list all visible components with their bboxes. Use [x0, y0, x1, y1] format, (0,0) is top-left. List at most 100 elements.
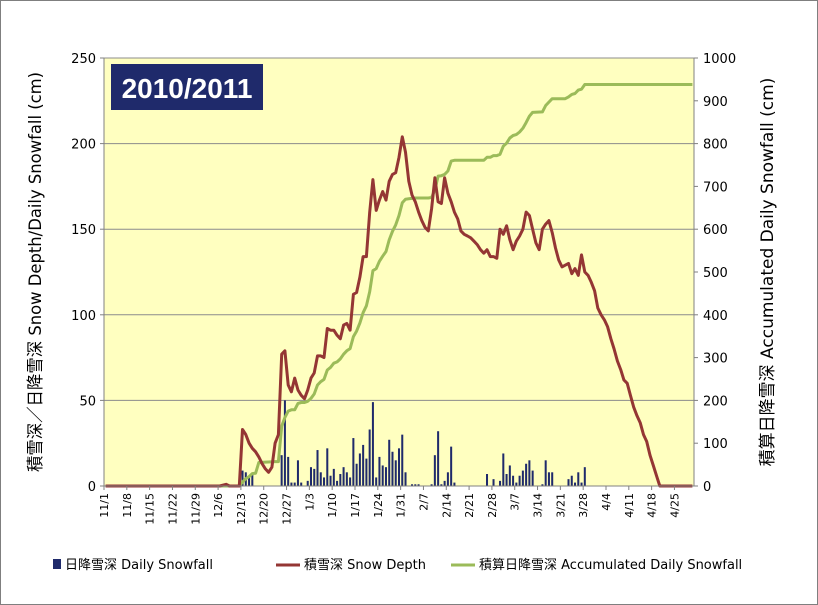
daily-snowfall-bar [300, 482, 303, 486]
daily-snowfall-bar [296, 460, 299, 486]
x-tick-label: 11/29 [189, 493, 202, 525]
daily-snowfall-bar [437, 431, 440, 486]
daily-snowfall-bar [280, 455, 283, 486]
daily-snowfall-bar [570, 475, 573, 486]
daily-snowfall-bar [567, 479, 570, 486]
daily-snowfall-bar [505, 474, 508, 486]
x-tick-label: 1/3 [303, 493, 316, 511]
legend: 日降雪深 Daily Snowfall 積雪深 Snow Depth 積算日降雪深 … [53, 558, 742, 573]
daily-snowfall-bar [551, 472, 554, 486]
daily-snowfall-bar [319, 472, 322, 486]
daily-snowfall-bar [388, 439, 391, 486]
x-tick-label: 12/13 [235, 493, 248, 525]
legend-label: 積雪深 Snow Depth [304, 558, 426, 573]
x-tick-label: 11/1 [98, 493, 111, 518]
daily-snowfall-bar [577, 472, 580, 486]
y2-axis-label: 積算日降雪深 Accumulated Daily Snowfall (cm) [758, 78, 778, 467]
daily-snowfall-bar [574, 482, 577, 486]
daily-snowfall-bar [355, 463, 358, 486]
daily-snowfall-bar [332, 468, 335, 486]
y-tick-label: 50 [79, 394, 96, 409]
y-tick-label: 0 [88, 480, 96, 495]
daily-snowfall-bar [531, 470, 534, 486]
daily-snowfall-bar [326, 448, 329, 486]
daily-snowfall-bar [440, 484, 443, 486]
daily-snowfall-bar [313, 468, 316, 486]
x-tick-label: 2/28 [486, 493, 499, 518]
x-tick-label: 2/14 [440, 493, 453, 518]
legend-label: 日降雪深 Daily Snowfall [65, 558, 213, 573]
daily-snowfall-bar [450, 446, 453, 486]
daily-snowfall-bar [414, 484, 417, 486]
x-tick-label: 11/22 [167, 493, 180, 525]
daily-snowfall-bar [528, 460, 531, 486]
x-tick-label: 12/20 [258, 493, 271, 525]
x-tick-label: 4/11 [623, 493, 636, 518]
daily-snowfall-bar [287, 456, 290, 486]
daily-snowfall-bar [502, 453, 505, 486]
daily-snowfall-bar [580, 482, 583, 486]
x-tick-label: 12/6 [212, 493, 225, 518]
daily-snowfall-bar [290, 482, 293, 486]
x-tick-label: 4/25 [668, 493, 681, 518]
daily-snowfall-bar [544, 460, 547, 486]
x-tick-label: 2/21 [463, 493, 476, 518]
daily-snowfall-bar [512, 475, 515, 486]
daily-snowfall-bar [306, 480, 309, 486]
x-tick-label: 4/4 [600, 493, 613, 511]
y-tick-label: 150 [71, 223, 96, 238]
daily-snowfall-bar [492, 479, 495, 486]
y2-tick-labels: 0 100 200 300 400 500 600 700 800 900 1000 [703, 52, 736, 495]
x-tick-label: 3/21 [554, 493, 567, 518]
daily-snowfall-bar [583, 467, 586, 486]
daily-snowfall-bar [336, 480, 339, 486]
daily-snowfall-bar [508, 465, 511, 486]
y-tick-label: 250 [71, 52, 96, 67]
x-tick-label: 1/31 [395, 493, 408, 518]
daily-snowfall-bar [499, 480, 502, 486]
daily-snowfall-bar [446, 472, 449, 486]
y2-tick-label: 300 [703, 352, 728, 367]
daily-snowfall-bar [378, 456, 381, 486]
x-tick-label: 11/8 [121, 493, 134, 518]
daily-snowfall-bar [241, 470, 244, 486]
daily-snowfall-bar [329, 475, 332, 486]
daily-snowfall-bar [358, 453, 361, 486]
daily-snowfall-bar [381, 465, 384, 486]
x-tick-label: 11/15 [144, 493, 157, 525]
daily-snowfall-bar [391, 451, 394, 486]
daily-snowfall-bar [443, 480, 446, 486]
x-tick-label: 4/18 [646, 493, 659, 518]
y2-tick-label: 500 [703, 266, 728, 281]
legend-label: 積算日降雪深 Accumulated Daily Snowfall [479, 558, 742, 573]
daily-snowfall-bar [371, 402, 374, 486]
x-tick-label: 3/28 [577, 493, 590, 518]
y-tick-label: 100 [71, 309, 96, 324]
y2-tick-label: 400 [703, 309, 728, 324]
y2-tick-label: 1000 [703, 52, 736, 67]
daily-snowfall-bar [541, 484, 544, 486]
y2-tick-label: 200 [703, 394, 728, 409]
daily-snowfall-bar [362, 444, 365, 486]
axes [100, 57, 698, 490]
daily-snowfall-bar [342, 467, 345, 486]
x-tick-labels: 11/1 11/8 11/15 11/22 11/29 12/6 12/13 12/20 12/… [98, 493, 681, 525]
x-tick-label: 1/17 [349, 493, 362, 518]
daily-snowfall-bar [293, 482, 296, 486]
daily-snowfall-bar [453, 482, 456, 486]
daily-snowfall-bar [430, 484, 433, 486]
daily-snowfall-bar [349, 477, 352, 486]
daily-snowfall-bar [345, 472, 348, 486]
y2-tick-label: 900 [703, 95, 728, 110]
daily-snowfall-bar [251, 474, 254, 486]
y2-tick-label: 600 [703, 223, 728, 238]
y2-tick-label: 700 [703, 180, 728, 195]
daily-snowfall-bar [515, 482, 518, 486]
daily-snowfall-bar [323, 477, 326, 486]
title-badge-bg [111, 64, 263, 110]
accumulated-snowfall-line [105, 83, 693, 488]
x-tick-label: 1/10 [326, 493, 339, 518]
y-tick-label: 200 [71, 138, 96, 153]
